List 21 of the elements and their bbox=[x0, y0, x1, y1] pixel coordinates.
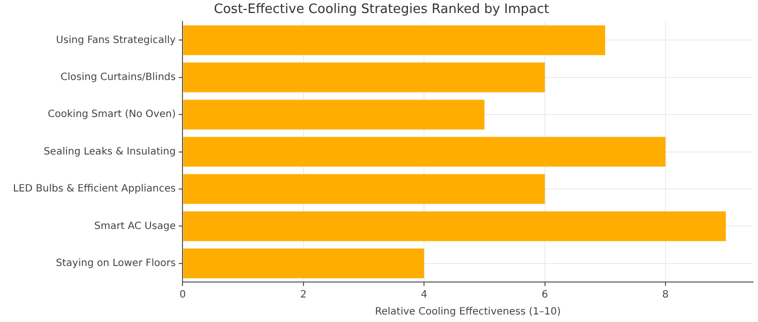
bar bbox=[183, 211, 726, 242]
chart-title: Cost-Effective Cooling Strategies Ranked by Impact bbox=[214, 2, 550, 18]
x-tick-label: 4 bbox=[420, 290, 428, 301]
x-tick-label: 6 bbox=[542, 290, 548, 301]
y-tick-label: Using Fans Strategically bbox=[56, 34, 176, 46]
y-tick-label: Cooking Smart (No Oven) bbox=[48, 109, 176, 120]
x-tick-label: 2 bbox=[300, 290, 307, 301]
bar bbox=[183, 248, 424, 278]
bar bbox=[183, 25, 606, 56]
y-tick-label: LED Bulbs & Efficient Appliances bbox=[12, 184, 176, 195]
bar bbox=[183, 174, 545, 204]
y-tick-label: Sealing Leaks & Insulating bbox=[44, 146, 176, 158]
x-axis-title: Relative Cooling Effectiveness (1–10) bbox=[374, 306, 561, 318]
bar bbox=[183, 100, 484, 130]
bar bbox=[183, 136, 666, 167]
x-tick-label: 8 bbox=[662, 290, 669, 301]
y-tick-label: Smart AC Usage bbox=[94, 220, 176, 232]
y-tick-label: Staying on Lower Floors bbox=[56, 258, 176, 269]
bar bbox=[183, 62, 545, 92]
y-tick-label: Closing Curtains/Blinds bbox=[60, 72, 176, 83]
x-tick-label: 0 bbox=[180, 290, 186, 301]
